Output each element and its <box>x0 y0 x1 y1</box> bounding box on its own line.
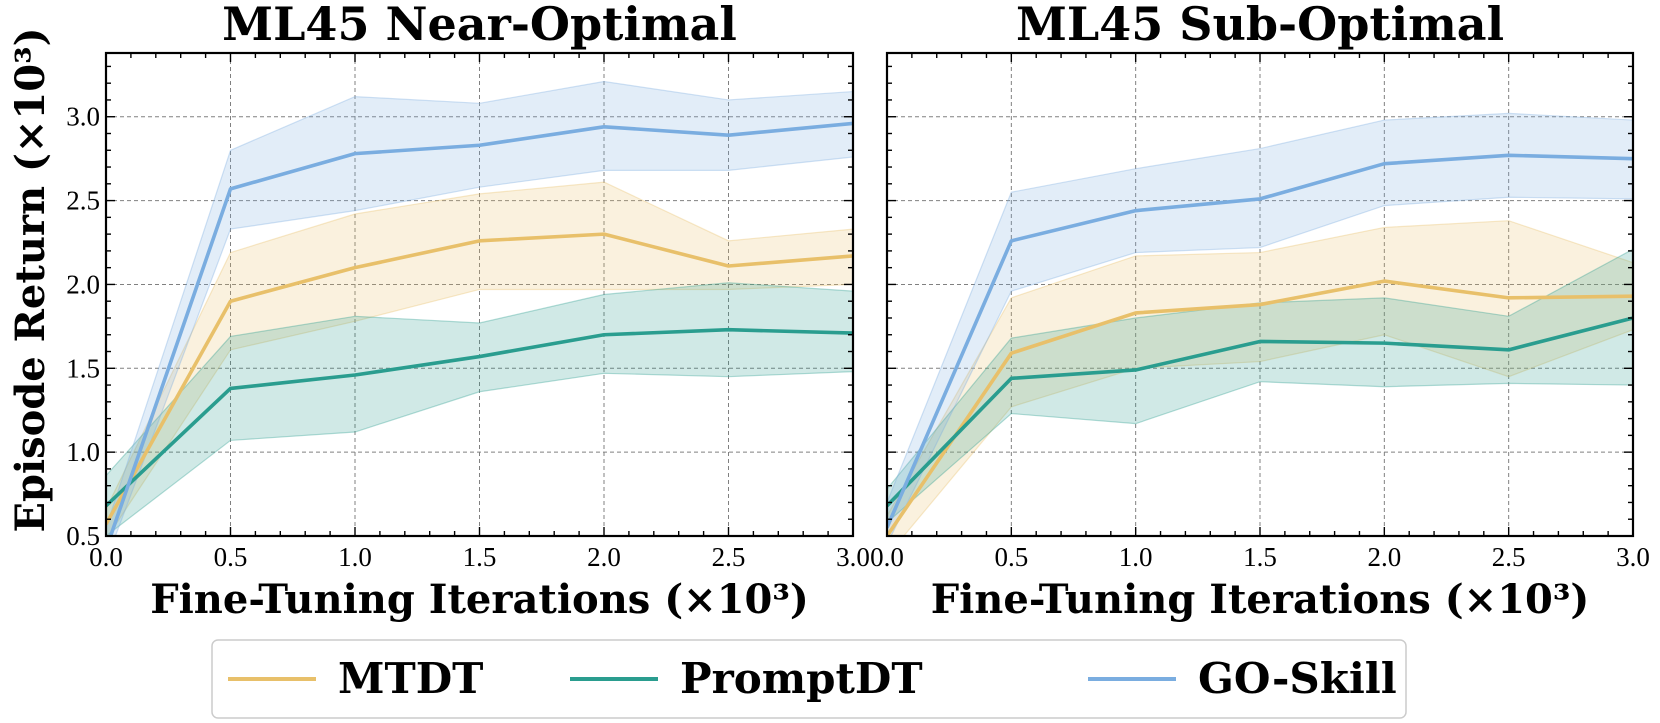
grid <box>106 53 853 536</box>
x-tick-label: 2.5 <box>712 542 746 572</box>
band-go-skill <box>106 80 853 536</box>
panel-near-optimal: 0.0 0.5 1.0 1.5 2.0 2.5 3.0 0.51.01.52.02.53.0… <box>66 0 870 623</box>
legend-label: MTDT <box>338 654 483 703</box>
x-tick-labels: 0.0 0.5 1.0 1.5 2.0 2.5 3.0 <box>89 542 870 572</box>
x-tick-label: 1.0 <box>1119 542 1153 572</box>
x-tick-label: 1.5 <box>1243 542 1277 572</box>
legend-item-promptdt: PromptDT <box>570 654 923 703</box>
x-tick-label: 3.0 <box>836 542 870 572</box>
line-mtdt <box>887 279 1633 536</box>
y-tick-label: 1.0 <box>66 437 100 467</box>
x-axis-label: Fine-Tuning Iterations (×10³) <box>931 576 1590 623</box>
tick-marks <box>886 53 1634 537</box>
confidence-bands <box>887 112 1633 536</box>
x-axis-label: Fine-Tuning Iterations (×10³) <box>150 576 809 623</box>
band-mtdt <box>106 181 853 536</box>
legend-label: PromptDT <box>680 654 923 703</box>
x-tick-label: 0.5 <box>214 542 248 572</box>
series-lines <box>106 121 853 536</box>
x-tick-label: 1.5 <box>463 542 497 572</box>
band-mtdt <box>887 220 1633 536</box>
legend-item-mtdt: MTDT <box>228 654 483 703</box>
y-tick-label: 1.5 <box>66 353 100 383</box>
y-tick-label: 3.0 <box>66 102 100 132</box>
x-tick-label: 2.0 <box>1367 542 1401 572</box>
y-tick-label: 2.5 <box>66 186 100 216</box>
legend: MTDT PromptDT GO-Skill <box>211 639 1407 719</box>
band-promptdt <box>106 282 853 536</box>
x-tick-label: 2.5 <box>1492 542 1526 572</box>
panel-sub-optimal: 0.0 0.5 1.0 1.5 2.0 2.5 3.0 ML45 Sub-Optimal F… <box>870 0 1650 623</box>
band-go-skill <box>887 112 1633 536</box>
series-lines <box>887 153 1633 536</box>
x-tick-label: 3.0 <box>1616 542 1650 572</box>
legend-box <box>211 639 1407 719</box>
line-promptdt <box>887 316 1633 508</box>
x-tick-labels: 0.0 0.5 1.0 1.5 2.0 2.5 3.0 <box>870 542 1650 572</box>
y-axis-label: Episode Return (×10³) <box>7 27 54 532</box>
line-mtdt <box>106 232 853 526</box>
chart-title: ML45 Near-Optimal <box>222 0 737 51</box>
y-tick-label: 0.5 <box>66 521 100 551</box>
x-tick-label: 0.0 <box>870 542 904 572</box>
line-go-skill <box>887 153 1633 529</box>
confidence-bands <box>106 80 853 536</box>
x-tick-label: 1.0 <box>338 542 372 572</box>
tick-marks <box>105 53 854 537</box>
chart-title: ML45 Sub-Optimal <box>1016 0 1504 51</box>
line-go-skill <box>108 121 853 536</box>
y-tick-label: 2.0 <box>66 269 100 299</box>
x-tick-label: 0.5 <box>994 542 1028 572</box>
x-tick-label: 2.0 <box>587 542 621 572</box>
band-promptdt <box>887 248 1633 524</box>
legend-label: GO-Skill <box>1198 654 1397 703</box>
x-tick-label: 0.0 <box>89 542 123 572</box>
legend-item-go-skill: GO-Skill <box>1088 654 1397 703</box>
line-promptdt <box>106 327 853 508</box>
y-tick-labels: 0.5 1.0 1.5 2.0 2.5 3.0 <box>66 102 100 551</box>
